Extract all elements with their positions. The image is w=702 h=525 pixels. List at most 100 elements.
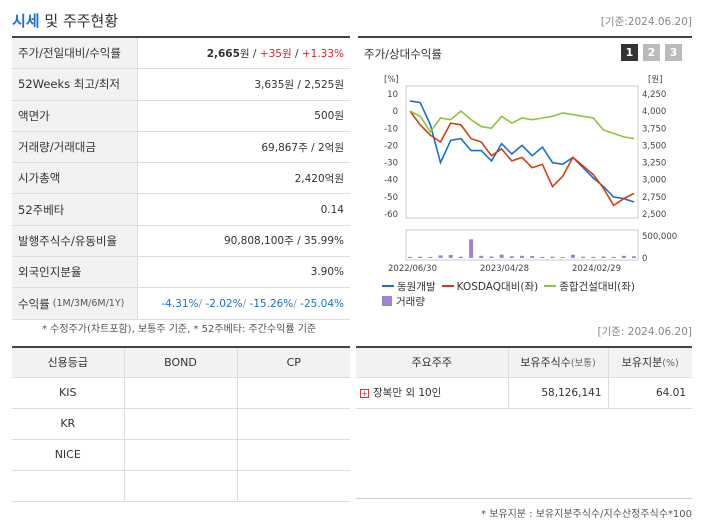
quote-value-part: -15.26% xyxy=(249,297,294,310)
quote-value: -4.31%/ -2.02%/ -15.26%/ -25.04% xyxy=(138,298,350,310)
quote-value-part: 2,420억원 xyxy=(294,172,344,185)
volume-bar xyxy=(530,256,535,258)
right-unit: [원] xyxy=(648,75,662,85)
page-title-main: 시세 xyxy=(12,12,40,30)
quote-label-text: 주가/전일대비/수익률 xyxy=(18,46,121,61)
legend-item: KOSDAQ대비(좌) xyxy=(441,279,538,294)
credit-cell xyxy=(124,470,238,502)
quote-label-text: 시가총액 xyxy=(18,171,61,186)
credit-cell: NICE xyxy=(12,439,125,471)
quote-label-text: 액면가 xyxy=(18,108,50,123)
volume-bar xyxy=(418,256,423,258)
series-line-1 xyxy=(409,110,635,207)
quote-value-part: 69,867주 / 2억원 xyxy=(261,141,344,154)
credit-header: BOND xyxy=(124,347,238,378)
quote-row: 주가/전일대비/수익률 2,665원 / +35원 / +1.33% xyxy=(12,38,350,70)
quote-value-part: / xyxy=(242,297,250,310)
left-tick-label: -30 xyxy=(384,159,398,169)
volume-bar xyxy=(550,256,555,258)
reference-date: [기준:2024.06.20] xyxy=(600,16,692,28)
quote-row: 액면가 500원 xyxy=(12,100,350,132)
quote-value-part: -25.04% xyxy=(300,297,344,310)
quote-label: 수익률 (1M/3M/6M/1Y) xyxy=(12,288,138,319)
quote-value-part: 3,635원 / 2,525원 xyxy=(254,78,344,91)
credit-row: KR xyxy=(12,408,350,440)
chart-title: 주가/상대수익률 xyxy=(364,47,442,61)
quote-value: 69,867주 / 2억원 xyxy=(138,140,350,155)
holder-header-ratio-sub: (%) xyxy=(662,358,679,370)
quote-value: 3.90% xyxy=(138,266,350,278)
holder-header-row: 주요주주 보유주식수(보통) 보유지분(%) xyxy=(356,347,692,378)
quote-row: 거래량/거래대금 69,867주 / 2억원 xyxy=(12,131,350,164)
chart-tab-3[interactable]: 3 xyxy=(665,44,682,61)
quote-row: 52Weeks 최고/최저 3,635원 / 2,525원 xyxy=(12,69,350,101)
legend-item: 종합건설대비(좌) xyxy=(544,279,635,294)
quote-label-sub: (1M/3M/6M/1Y) xyxy=(52,298,125,310)
volume-bar xyxy=(611,256,616,258)
credit-header-row: 신용등급 BOND CP xyxy=(12,347,350,378)
reference-date-2: [기준: 2024.06.20] xyxy=(597,326,692,338)
credit-cell: KR xyxy=(12,408,125,440)
series-line-0 xyxy=(409,100,635,203)
quote-label-text: 52Weeks 최고/최저 xyxy=(18,77,120,92)
credit-cell xyxy=(237,408,350,440)
quote-label: 액면가 xyxy=(12,100,138,131)
quote-value-part: / xyxy=(291,47,302,60)
credit-row xyxy=(12,470,350,502)
holder-name[interactable]: 장복만 외 10인 xyxy=(373,387,442,399)
quote-label-text: 거래량/거래대금 xyxy=(18,140,96,155)
quote-label-text: 수익률 xyxy=(18,296,50,311)
volume-tick-label: 500,000 xyxy=(642,232,677,242)
volume-bar xyxy=(581,256,586,258)
shareholder-table: 주요주주 보유주식수(보통) 보유지분(%) + 장복만 외 10인 58,126,141… xyxy=(356,346,692,409)
left-tick-label: -40 xyxy=(384,176,398,186)
volume-bar xyxy=(560,257,565,258)
price-chart: [%] [원] 10 0 -10 -20 -30 -40 -50 -60 4,250 4,000 3,7… xyxy=(384,75,677,274)
right-tick-label: 3,500 xyxy=(642,141,666,151)
quote-value-part: +35원 xyxy=(259,47,292,60)
quote-label-text: 발행주식수/유동비율 xyxy=(18,233,118,248)
holder-header-ratio-text: 보유지분 xyxy=(621,356,663,370)
quote-value-part: 0.14 xyxy=(320,203,344,216)
volume-tick-label: 0 xyxy=(642,254,647,264)
expand-plus-icon[interactable]: + xyxy=(360,388,369,398)
left-tick-label: 0 xyxy=(393,107,398,117)
volume-bar xyxy=(520,255,524,258)
quote-label: 시가총액 xyxy=(12,163,138,194)
credit-header: 신용등급 xyxy=(12,347,125,378)
credit-cell xyxy=(237,439,350,471)
credit-row: KIS xyxy=(12,377,350,409)
quote-value: 500원 xyxy=(138,108,350,123)
x-tick-label: 2022/06/30 xyxy=(388,264,437,274)
legend-item: 동원개발 xyxy=(382,279,436,294)
shareholder-footnote: * 보유지분 : 보유지분주식수/지수산정주식수*100 xyxy=(481,509,692,520)
left-tick-label: 10 xyxy=(387,90,398,100)
quote-row: 수익률 (1M/3M/6M/1Y) -4.31%/ -2.02%/ -15.26%/… xyxy=(12,288,350,320)
right-tick-label: 2,500 xyxy=(642,210,666,220)
credit-cell xyxy=(237,470,350,502)
quote-value: 2,665원 / +35원 / +1.33% xyxy=(138,46,350,61)
holder-header-ratio: 보유지분(%) xyxy=(608,347,692,378)
right-tick-label: 4,000 xyxy=(642,107,666,117)
quote-label: 주가/전일대비/수익률 xyxy=(12,38,138,69)
quote-row: 52주베타 0.14 xyxy=(12,194,350,226)
quote-value-part: 500원 xyxy=(314,110,344,123)
volume-bar xyxy=(469,239,474,258)
quote-value: 3,635원 / 2,525원 xyxy=(138,77,350,92)
holder-header-main: 주요주주 xyxy=(356,347,509,378)
volume-bar xyxy=(458,256,463,258)
legend-label: 종합건설대비(좌) xyxy=(559,280,636,293)
legend-label: 거래량 xyxy=(396,295,425,308)
quote-value-part: 90,808,100주 / 35.99% xyxy=(223,235,344,248)
shareholder-table-empty-area xyxy=(356,411,692,499)
volume-bar xyxy=(540,256,545,258)
chart-tab-2[interactable]: 2 xyxy=(643,44,660,61)
quote-value-part: 원 / xyxy=(239,47,260,60)
holder-row: + 장복만 외 10인 58,126,141 64.01 xyxy=(356,377,692,409)
left-tick-label: -10 xyxy=(384,124,398,134)
quote-label: 발행주식수/유동비율 xyxy=(12,225,138,257)
chart-tab-1[interactable]: 1 xyxy=(621,44,638,61)
credit-cell xyxy=(124,439,238,471)
volume-bar xyxy=(408,256,412,258)
